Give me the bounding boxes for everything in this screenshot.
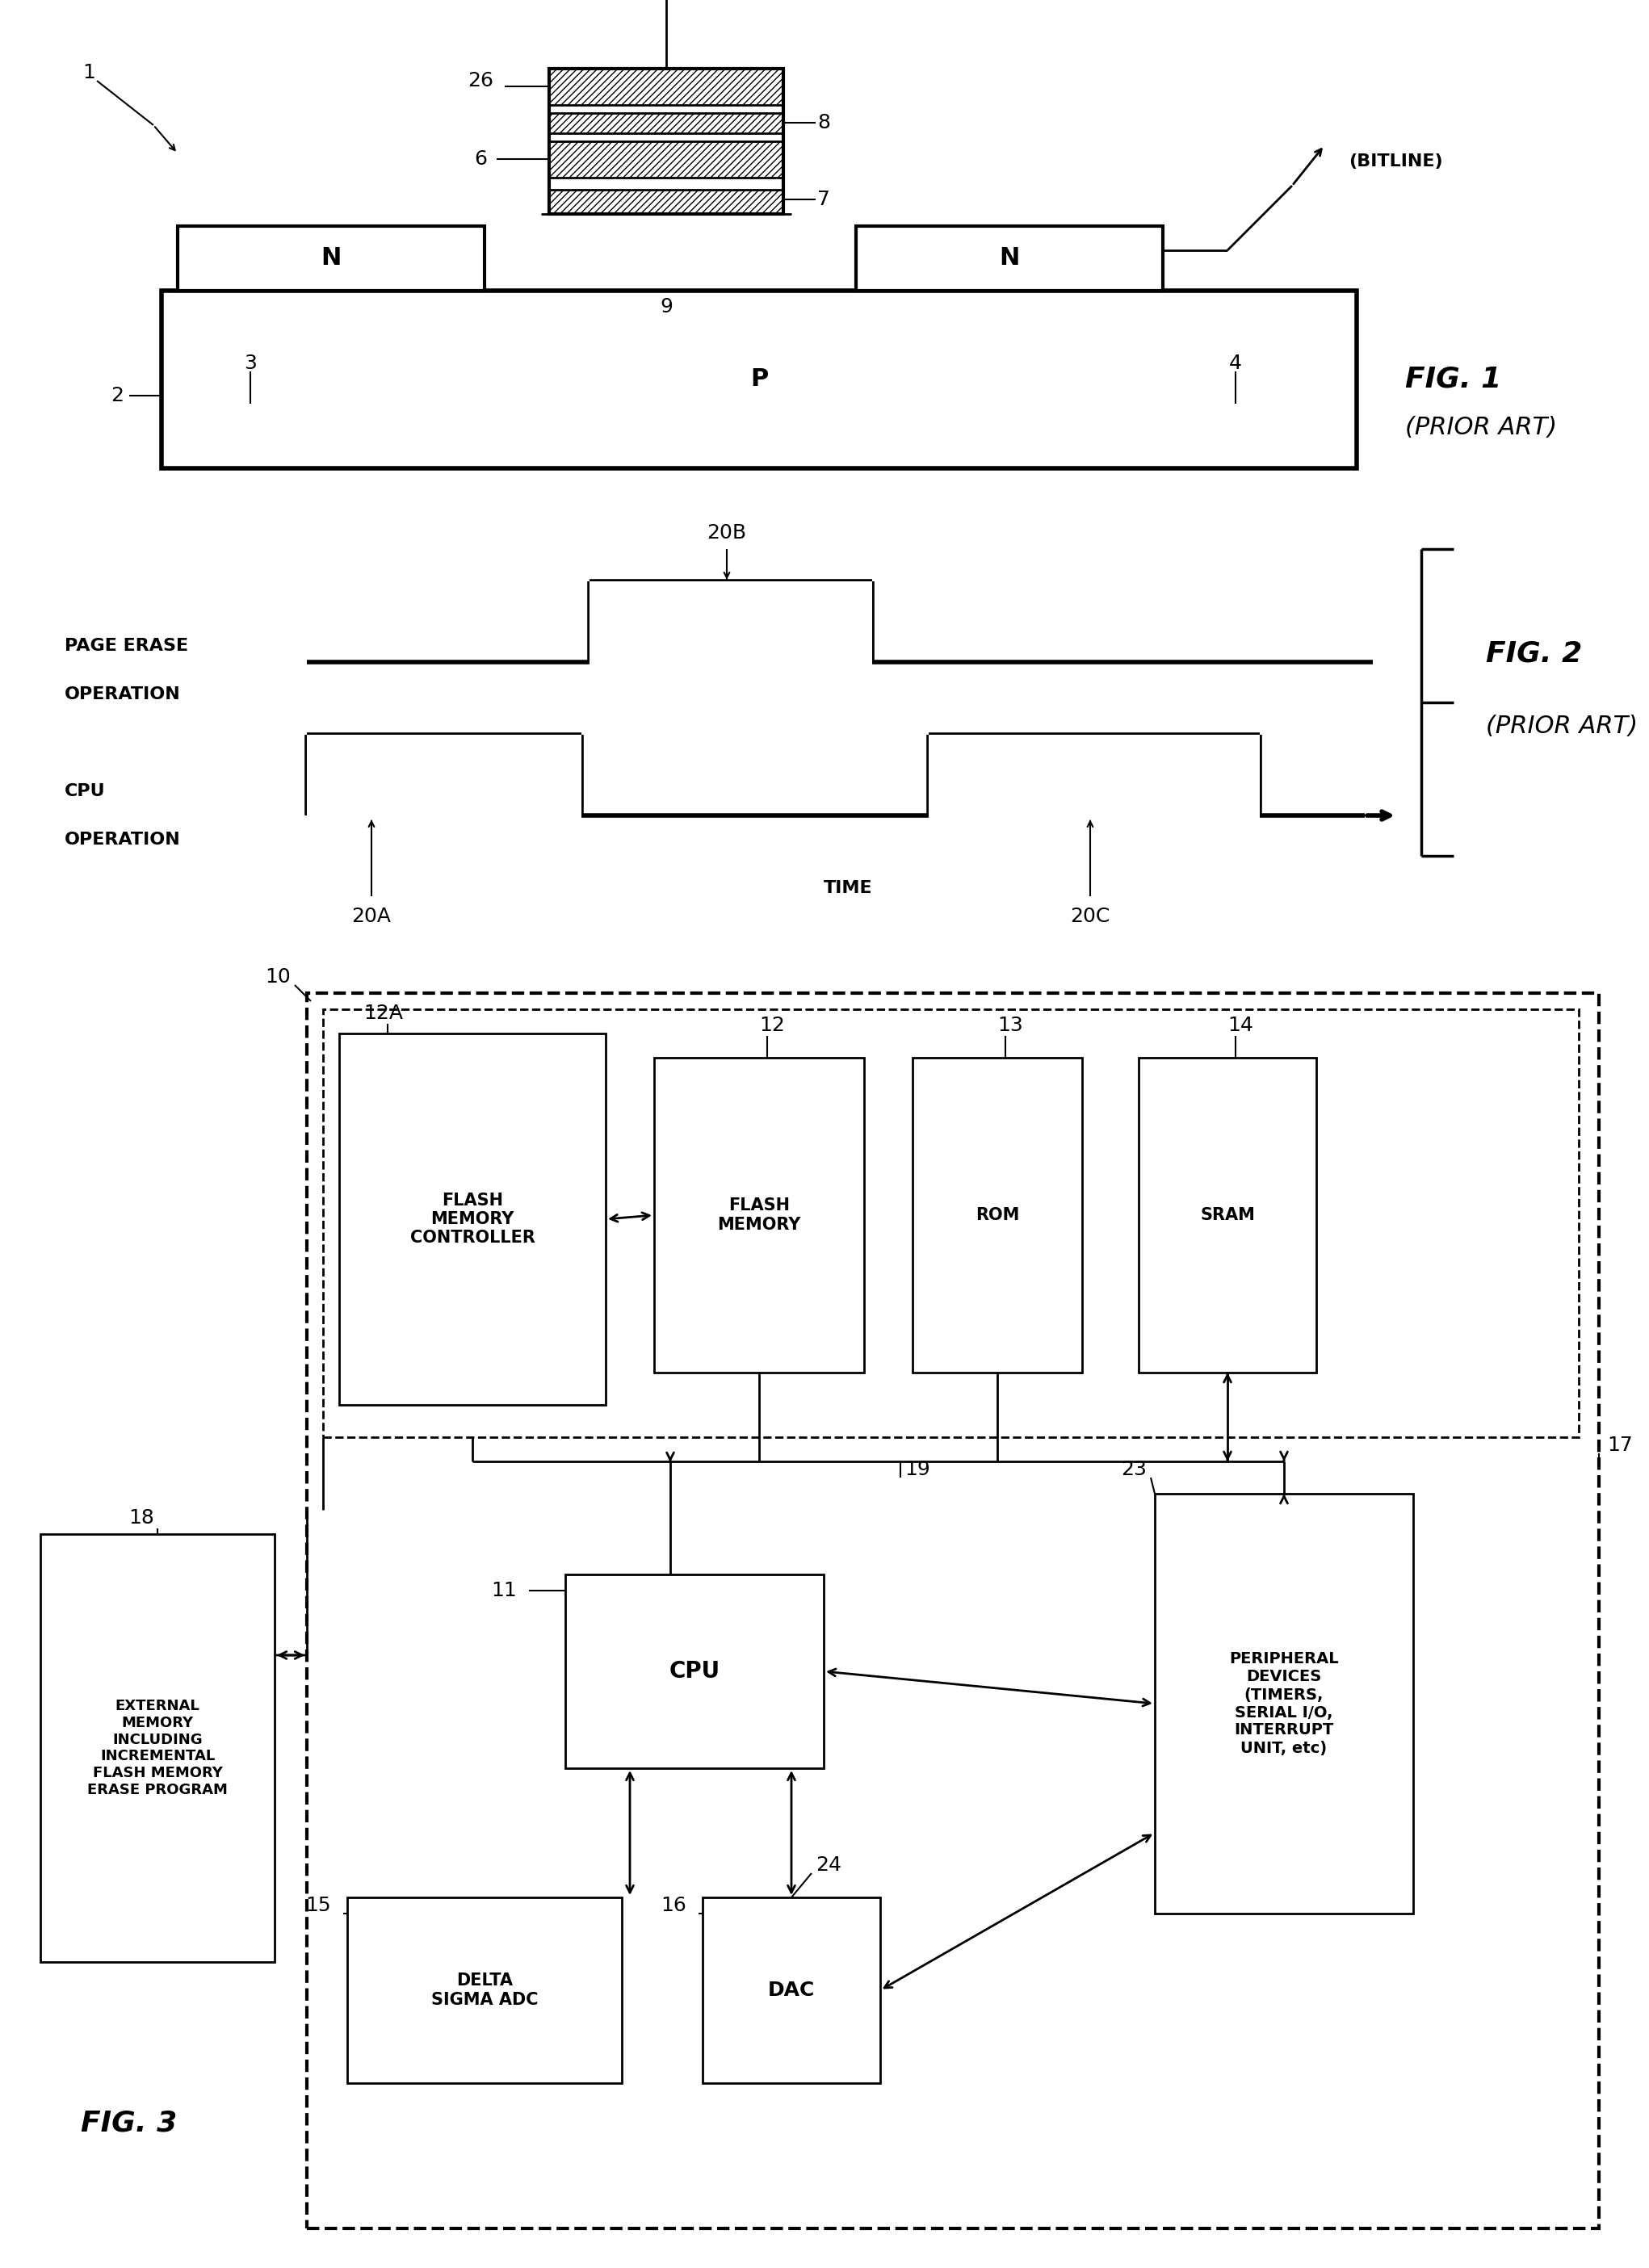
Text: (PRIOR ART): (PRIOR ART) (1486, 714, 1637, 739)
Text: 2: 2 (110, 386, 124, 406)
Text: 18: 18 (129, 1508, 155, 1529)
Text: 9: 9 (660, 297, 673, 318)
Bar (40, 1533, 275, 1962)
Text: FLASH
MEMORY
CONTROLLER: FLASH MEMORY CONTROLLER (411, 1193, 534, 1245)
Text: SRAM: SRAM (1200, 1207, 1255, 1222)
Bar (549, 141, 783, 177)
Text: EXTERNAL
MEMORY
INCLUDING
INCREMENTAL
FLASH MEMORY
ERASE PROGRAM: EXTERNAL MEMORY INCLUDING INCREMENTAL FL… (87, 1699, 228, 1796)
Bar (928, 735, 1260, 816)
Bar (549, 68, 783, 104)
Text: 15: 15 (305, 1896, 331, 1914)
Text: N: N (322, 247, 341, 270)
Text: CPU: CPU (669, 1660, 721, 1683)
Bar (549, 68, 783, 213)
Text: FIG. 1: FIG. 1 (1405, 365, 1502, 392)
Bar (307, 735, 582, 816)
Bar (178, 227, 485, 290)
Text: 13: 13 (998, 1016, 1022, 1034)
Text: 20A: 20A (351, 907, 391, 925)
Bar (549, 191, 783, 213)
Text: 20C: 20C (1070, 907, 1110, 925)
Text: 8: 8 (818, 113, 829, 132)
Text: 17: 17 (1608, 1436, 1633, 1456)
Text: 3: 3 (244, 354, 257, 372)
Text: (PRIOR ART): (PRIOR ART) (1405, 417, 1557, 440)
Text: FIG. 2: FIG. 2 (1486, 640, 1581, 667)
Bar (856, 227, 1163, 290)
Text: 7: 7 (818, 191, 829, 209)
Text: 11: 11 (491, 1581, 516, 1601)
Text: ROM: ROM (975, 1207, 1019, 1222)
Bar (655, 1057, 864, 1372)
Text: 20B: 20B (707, 524, 747, 542)
Text: CPU: CPU (64, 782, 106, 798)
Bar (1154, 1495, 1413, 1914)
Text: PERIPHERAL
DEVICES
(TIMERS,
SERIAL I/O,
INTERRUPT
UNIT, etc): PERIPHERAL DEVICES (TIMERS, SERIAL I/O, … (1229, 1651, 1339, 1755)
Bar (912, 1057, 1082, 1372)
Bar (1138, 1057, 1316, 1372)
Text: PAGE ERASE: PAGE ERASE (64, 637, 188, 653)
Text: 12: 12 (759, 1016, 785, 1034)
Text: 1: 1 (82, 64, 96, 82)
Text: 4: 4 (1229, 354, 1242, 372)
Text: 10: 10 (265, 966, 290, 987)
Bar (702, 1898, 881, 2082)
Bar (340, 1034, 605, 1404)
Bar (323, 1009, 1578, 1438)
Text: 16: 16 (661, 1896, 686, 1914)
Text: 24: 24 (816, 1855, 841, 1876)
Text: FIG. 3: FIG. 3 (81, 2109, 176, 2136)
Bar (549, 113, 783, 134)
Text: 19: 19 (904, 1461, 930, 1479)
Text: 23: 23 (1121, 1461, 1146, 1479)
Bar (307, 993, 1600, 2229)
Bar (348, 1898, 622, 2082)
Text: N: N (999, 247, 1019, 270)
Bar (566, 1574, 824, 1769)
Text: TIME: TIME (823, 880, 872, 896)
Text: DAC: DAC (768, 1980, 815, 2000)
Text: 6: 6 (473, 150, 486, 168)
Text: FLASH
MEMORY: FLASH MEMORY (717, 1198, 801, 1232)
Text: P: P (750, 367, 768, 390)
Text: 26: 26 (468, 70, 493, 91)
Text: OPERATION: OPERATION (64, 687, 181, 703)
Text: OPERATION: OPERATION (64, 832, 181, 848)
Text: 14: 14 (1227, 1016, 1253, 1034)
Text: DELTA
SIGMA ADC: DELTA SIGMA ADC (430, 1973, 538, 2007)
Text: (BITLINE): (BITLINE) (1349, 154, 1443, 170)
Bar (162, 290, 1357, 467)
Bar (589, 581, 872, 662)
Text: 12A: 12A (363, 1005, 402, 1023)
